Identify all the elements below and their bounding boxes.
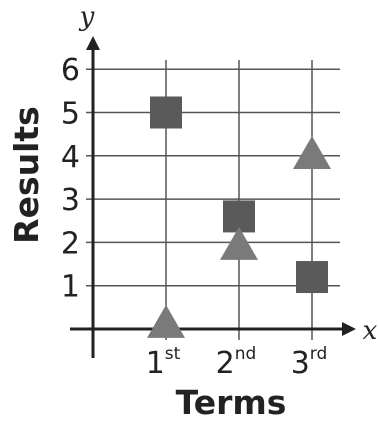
triangle-point-3 [293, 136, 331, 169]
y-tick-label-2: 2 [61, 226, 80, 261]
y-tick-label-5: 5 [61, 97, 80, 132]
triangle-point-2 [220, 226, 258, 260]
x-tick-label-2: 2nd [216, 344, 257, 381]
tick-labels: 1 2 3 4 5 6 1st 2nd 3rd [61, 53, 327, 381]
x-tick-label-3: 3rd [291, 344, 328, 381]
data-marks [147, 96, 331, 338]
y-tick-label-6: 6 [61, 53, 80, 88]
x-axis-variable: x [363, 316, 378, 346]
y-tick-label-3: 3 [61, 183, 80, 218]
axes [70, 36, 356, 358]
square-point-3 [296, 261, 328, 294]
y-axis-title: Results [7, 106, 46, 244]
grid [86, 60, 340, 340]
x-axis-title: Terms [176, 383, 287, 421]
square-point-1 [150, 96, 182, 129]
y-tick-label-4: 4 [61, 140, 80, 175]
y-axis-arrow [86, 36, 100, 50]
x-axis-arrow [342, 322, 356, 336]
triangle-point-1 [147, 304, 185, 338]
x-tick-label-1: 1st [146, 344, 181, 381]
y-tick-label-1: 1 [61, 270, 80, 305]
y-axis-variable: y [79, 2, 95, 32]
